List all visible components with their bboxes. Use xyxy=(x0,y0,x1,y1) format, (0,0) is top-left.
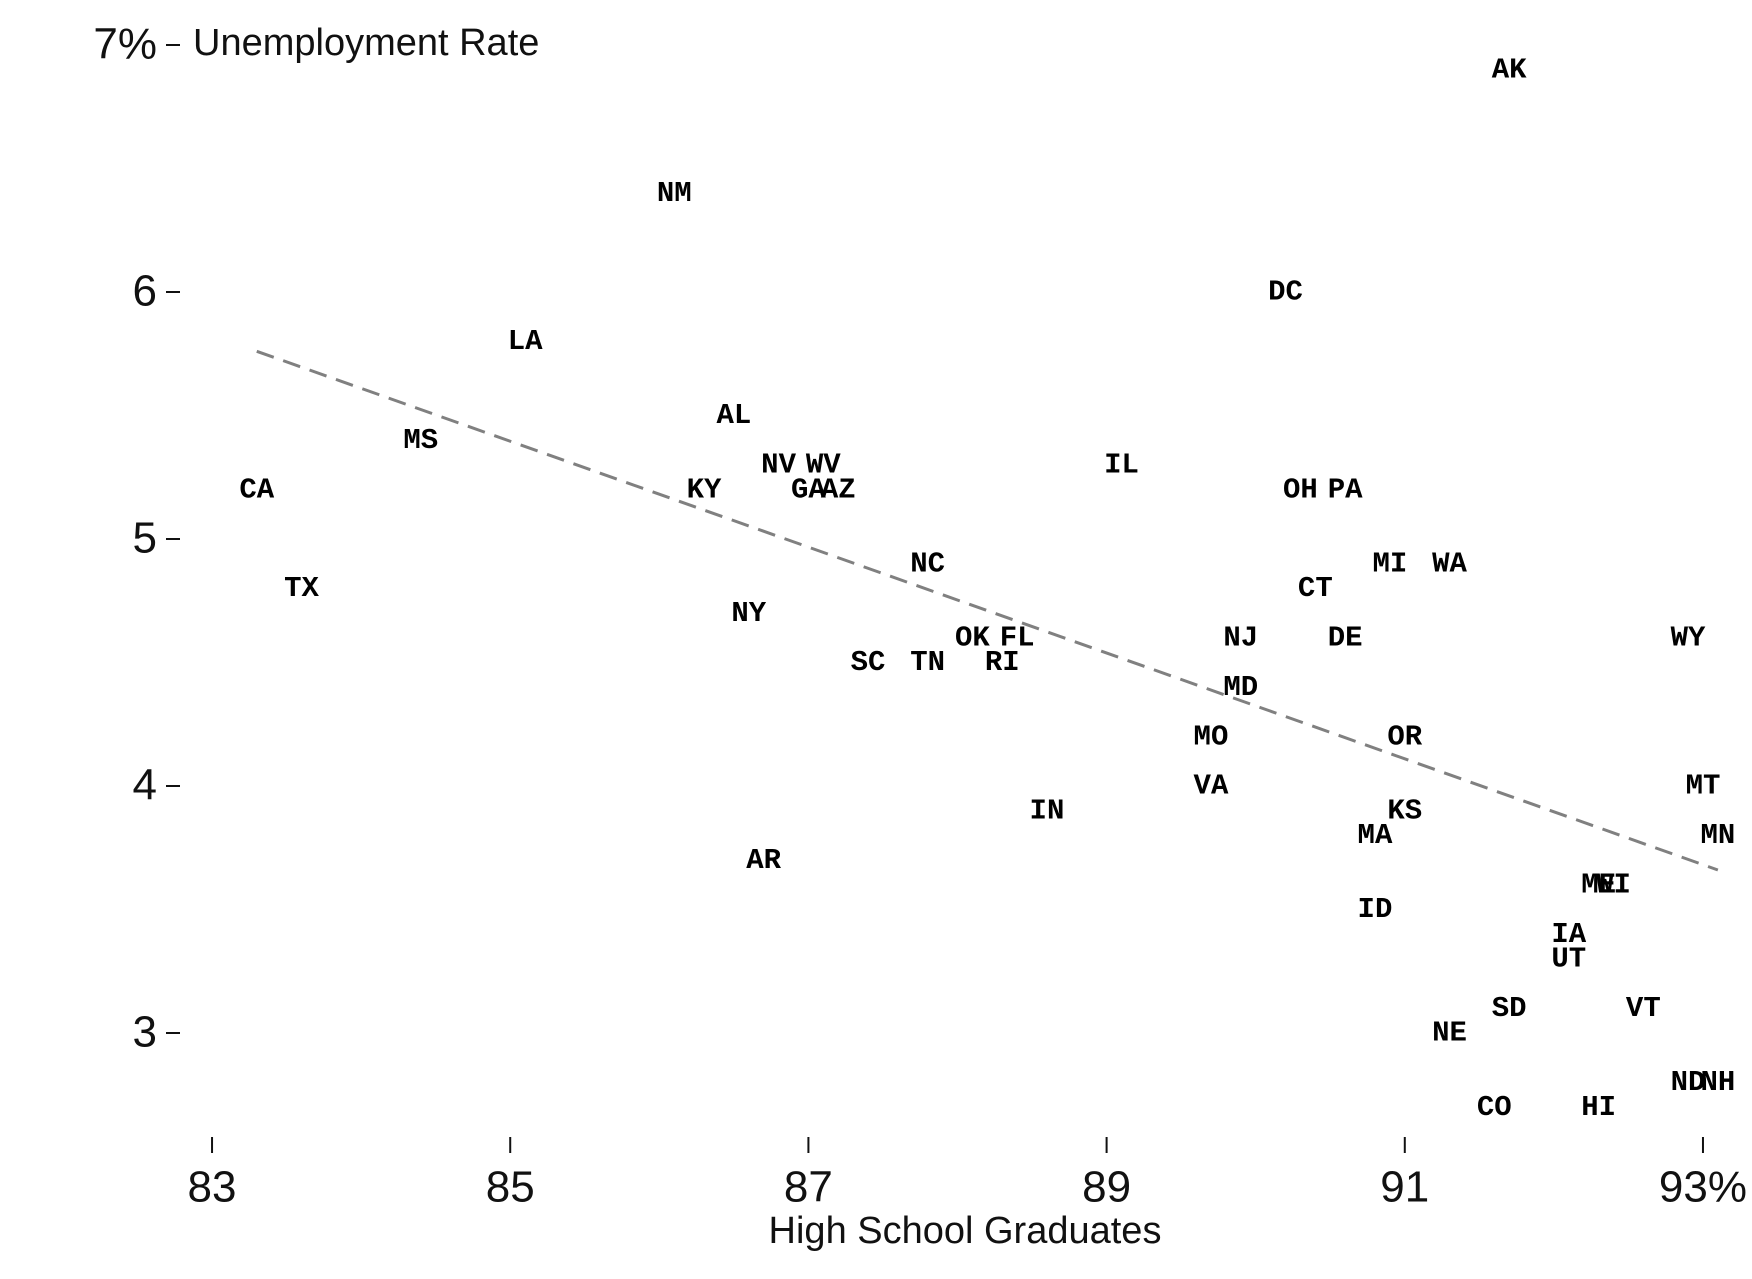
state-label: IN xyxy=(1030,794,1065,827)
state-label: IL xyxy=(1104,449,1139,482)
state-label: TN xyxy=(910,646,945,679)
state-label: WY xyxy=(1671,621,1706,654)
state-label: MI xyxy=(1372,547,1407,580)
y-axis-title: Unemployment Rate xyxy=(193,22,539,64)
state-label: OK xyxy=(955,621,990,654)
x-tick-label: 83 xyxy=(188,1163,237,1212)
state-label: MN xyxy=(1700,819,1735,852)
state-label: VA xyxy=(1194,770,1229,803)
x-axis-title: High School Graduates xyxy=(769,1210,1162,1252)
state-label: MT xyxy=(1686,770,1721,803)
state-label: AR xyxy=(746,844,781,877)
state-label: ND xyxy=(1671,1066,1706,1099)
state-label: SD xyxy=(1492,992,1527,1025)
y-tick-label: 4 xyxy=(133,761,157,810)
state-label: NM xyxy=(657,177,692,210)
state-label: WI xyxy=(1596,868,1631,901)
state-label: ID xyxy=(1358,893,1393,926)
x-tick-label: 93% xyxy=(1659,1163,1747,1212)
state-label: CT xyxy=(1298,572,1333,605)
state-label: FL xyxy=(1000,621,1035,654)
x-tick-label: 85 xyxy=(486,1163,535,1212)
state-label: NE xyxy=(1432,1017,1467,1050)
state-label: NH xyxy=(1700,1066,1735,1099)
state-label: NC xyxy=(910,547,945,580)
x-tick-label: 91 xyxy=(1380,1163,1429,1212)
state-label: KS xyxy=(1387,794,1422,827)
state-label: CO xyxy=(1477,1091,1512,1124)
state-label: GA xyxy=(791,473,826,506)
state-label: HI xyxy=(1581,1091,1616,1124)
state-label: NY xyxy=(731,597,766,630)
state-label: WA xyxy=(1432,547,1467,580)
state-label: AZ xyxy=(821,473,856,506)
state-label: DE xyxy=(1328,621,1363,654)
state-label: VT xyxy=(1626,992,1661,1025)
y-tick-label: 6 xyxy=(133,267,157,316)
trend-line xyxy=(256,349,1719,872)
state-label: ME xyxy=(1581,868,1616,901)
state-label: LA xyxy=(508,325,543,358)
state-label: NV xyxy=(761,449,796,482)
state-label: OR xyxy=(1387,720,1422,753)
y-tick-label: 3 xyxy=(133,1008,157,1057)
y-tick-label: 5 xyxy=(133,514,157,563)
x-tick-label: 89 xyxy=(1082,1163,1131,1212)
state-label: AK xyxy=(1492,53,1527,86)
y-tick-label: 7% xyxy=(93,20,157,69)
state-label: PA xyxy=(1328,473,1363,506)
state-label: UT xyxy=(1551,943,1586,976)
state-label: AL xyxy=(716,399,751,432)
state-label: MA xyxy=(1358,819,1393,852)
state-label: TX xyxy=(284,572,319,605)
state-label: RI xyxy=(985,646,1020,679)
state-label: MD xyxy=(1223,671,1258,704)
state-label: NJ xyxy=(1223,621,1258,654)
state-label: IA xyxy=(1551,918,1586,951)
state-label: WV xyxy=(806,449,841,482)
state-label: MS xyxy=(403,424,438,457)
x-tick-label: 87 xyxy=(784,1163,833,1212)
state-label: DC xyxy=(1268,276,1303,309)
state-label: KY xyxy=(687,473,722,506)
state-label: CA xyxy=(239,473,274,506)
state-label: MO xyxy=(1194,720,1229,753)
state-label: OH xyxy=(1283,473,1318,506)
state-label: SC xyxy=(851,646,886,679)
